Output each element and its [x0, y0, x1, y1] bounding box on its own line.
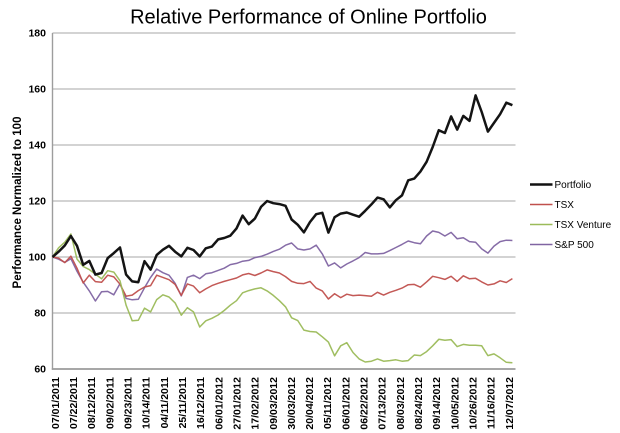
svg-text:20/04/2012: 20/04/2012: [304, 377, 316, 430]
svg-text:08/12/2011: 08/12/2011: [86, 377, 98, 429]
svg-text:17/02/2012: 17/02/2012: [250, 377, 262, 430]
svg-text:120: 120: [28, 196, 46, 208]
svg-text:Relative Performance of Online: Relative Performance of Online Portfolio: [130, 7, 487, 29]
svg-text:08/03/2012: 08/03/2012: [395, 377, 407, 430]
svg-text:06/01/2012: 06/01/2012: [213, 377, 225, 430]
svg-text:Performance Normalized to 100: Performance Normalized to 100: [12, 117, 24, 289]
svg-text:30/03/2012: 30/03/2012: [286, 377, 298, 430]
svg-text:07/01/2011: 07/01/2011: [50, 377, 62, 429]
svg-text:TSX Venture: TSX Venture: [555, 220, 612, 231]
svg-text:09/02/2011: 09/02/2011: [104, 377, 116, 429]
svg-text:27/01/2012: 27/01/2012: [231, 377, 243, 430]
svg-text:16/12/2011: 16/12/2011: [195, 377, 207, 429]
svg-text:TSX: TSX: [555, 200, 575, 211]
svg-text:140: 140: [28, 140, 46, 152]
svg-text:80: 80: [34, 308, 46, 320]
svg-text:06/22/2012: 06/22/2012: [359, 377, 371, 430]
svg-text:10/05/2012: 10/05/2012: [449, 377, 461, 430]
svg-text:11/16/2012: 11/16/2012: [486, 377, 498, 429]
svg-text:25/11/2011: 25/11/2011: [177, 377, 189, 429]
svg-text:04/11/2011: 04/11/2011: [159, 377, 171, 429]
svg-text:10/26/2012: 10/26/2012: [468, 377, 480, 430]
svg-text:100: 100: [28, 252, 46, 264]
svg-text:Portfolio: Portfolio: [555, 180, 592, 191]
svg-text:12/07/2012: 12/07/2012: [504, 377, 516, 430]
svg-text:10/14/2011: 10/14/2011: [141, 377, 153, 429]
svg-text:09/14/2012: 09/14/2012: [431, 377, 443, 430]
svg-text:09/03/2012: 09/03/2012: [268, 377, 280, 430]
svg-text:S&P 500: S&P 500: [555, 240, 595, 251]
svg-text:160: 160: [28, 84, 46, 96]
svg-text:06/01/2012: 06/01/2012: [340, 377, 352, 430]
svg-text:07/22/2011: 07/22/2011: [68, 377, 80, 429]
svg-text:09/23/2011: 09/23/2011: [123, 377, 135, 429]
svg-text:60: 60: [34, 364, 46, 376]
svg-text:180: 180: [28, 28, 46, 40]
svg-text:08/24/2012: 08/24/2012: [413, 377, 425, 430]
svg-text:07/13/2012: 07/13/2012: [377, 377, 389, 430]
svg-text:05/11/2012: 05/11/2012: [322, 377, 334, 429]
